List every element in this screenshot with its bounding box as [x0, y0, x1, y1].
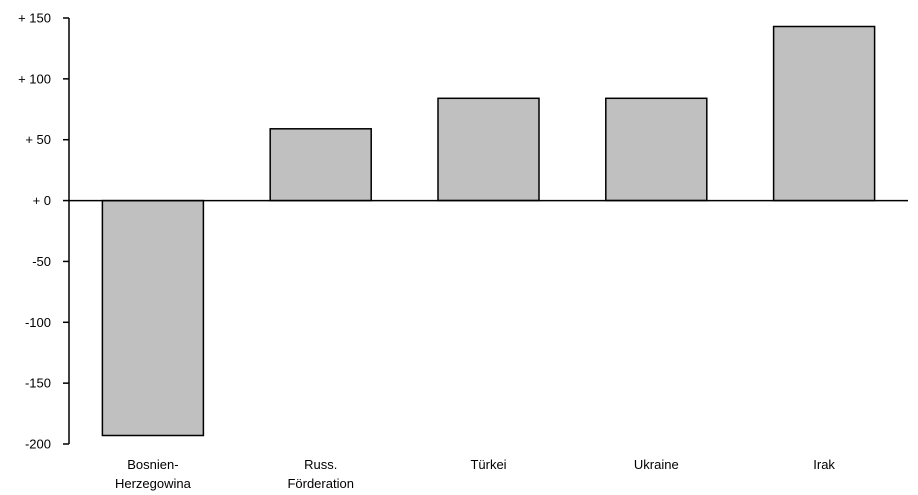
bar-4 — [772, 25, 876, 202]
y-tick-label-6: -150 — [25, 376, 51, 391]
y-tick-label-1: + 100 — [18, 71, 51, 86]
y-tick-label-2: + 50 — [25, 132, 51, 147]
y-tick-label-5: -100 — [25, 315, 51, 330]
y-axis: + 150 + 100 + 50 + 0 -50 -100 -150 -200 — [18, 11, 70, 452]
x-tick-label-4: Irak — [813, 457, 835, 472]
y-tick-label-7: -200 — [25, 437, 51, 452]
bar-2 — [437, 97, 540, 202]
x-tick-label-0: Bosnien-Herzegowina — [115, 457, 192, 491]
y-tick-label-4: -50 — [32, 254, 51, 269]
x-tick-label-2: Türkei — [470, 457, 506, 472]
bars-group — [101, 25, 876, 437]
y-tick-label-0: + 150 — [18, 11, 51, 26]
x-tick-label-1: Russ. Förderation — [287, 457, 353, 491]
y-tick-label-3: + 0 — [33, 193, 51, 208]
bar-3 — [605, 97, 708, 202]
x-tick-label-3: Ukraine — [634, 457, 679, 472]
bar-0 — [101, 199, 205, 437]
x-axis: Bosnien-Herzegowina Russ. Förderation Türke… — [69, 199, 908, 491]
bar-1 — [269, 128, 372, 202]
